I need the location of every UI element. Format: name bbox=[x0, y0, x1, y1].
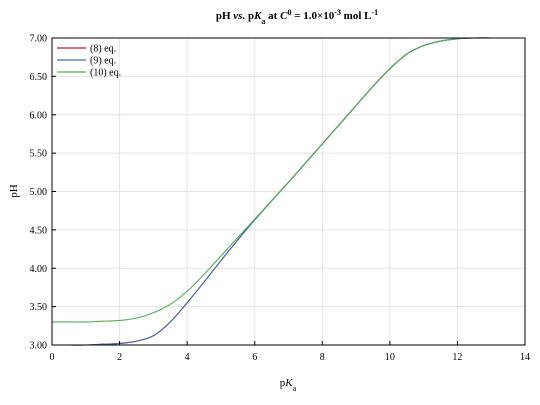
title-part: p bbox=[245, 10, 254, 22]
title-part: C bbox=[280, 10, 288, 22]
title-part: vs. bbox=[233, 10, 245, 22]
title-part: a bbox=[261, 17, 265, 26]
x-label-part: a bbox=[293, 384, 297, 393]
title-part: mol L bbox=[341, 10, 372, 22]
x-tick-label: 0 bbox=[50, 352, 55, 363]
title-part: K bbox=[253, 10, 262, 22]
x-tick-label: 10 bbox=[385, 352, 395, 363]
x-tick-label: 4 bbox=[185, 352, 190, 363]
title-part: -1 bbox=[371, 8, 378, 17]
x-label-part: K bbox=[284, 377, 293, 389]
x-axis-ticks: 0 2 4 6 8 10 12 14 bbox=[50, 341, 530, 363]
x-tick-label: 12 bbox=[452, 352, 462, 363]
title-part: at bbox=[265, 10, 280, 22]
title-part: -3 bbox=[334, 8, 341, 17]
title-part: = 1.0×10 bbox=[291, 10, 334, 22]
x-label-part: p bbox=[280, 377, 286, 389]
x-tick-label: 6 bbox=[252, 352, 257, 363]
series-lines bbox=[51, 37, 525, 346]
y-tick-label: 4.00 bbox=[30, 264, 48, 275]
chart-title: pH vs. pKa at C0 = 1.0×10-3 mol L-1 bbox=[216, 8, 378, 26]
x-axis-label: pKa bbox=[280, 377, 297, 393]
x-tick-label: 8 bbox=[320, 352, 325, 363]
legend-label: (10) eq. bbox=[90, 68, 121, 79]
title-part: 0 bbox=[287, 8, 291, 17]
legend-label: (9) eq. bbox=[90, 56, 116, 67]
y-tick-label: 3.50 bbox=[30, 302, 48, 313]
y-tick-label: 6.00 bbox=[30, 110, 48, 121]
y-axis-label: pH bbox=[8, 184, 20, 198]
series-line-3 bbox=[52, 37, 525, 323]
y-tick-label: 6.50 bbox=[30, 72, 48, 83]
y-axis-ticks: 3.00 3.50 4.00 4.50 5.00 5.50 6.00 6.50 7.00 bbox=[30, 34, 56, 352]
title-part: pH bbox=[216, 10, 233, 22]
y-tick-label: 5.00 bbox=[30, 187, 48, 198]
y-tick-label: 3.00 bbox=[30, 341, 48, 352]
legend-label: (8) eq. bbox=[90, 44, 116, 55]
y-tick-label: 5.50 bbox=[30, 149, 48, 160]
x-tick-label: 2 bbox=[117, 352, 122, 363]
x-tick-label: 14 bbox=[520, 352, 530, 363]
y-tick-label: 4.50 bbox=[30, 225, 48, 236]
y-tick-label: 7.00 bbox=[30, 34, 48, 45]
legend: (8) eq.(9) eq.(10) eq. bbox=[57, 44, 121, 79]
